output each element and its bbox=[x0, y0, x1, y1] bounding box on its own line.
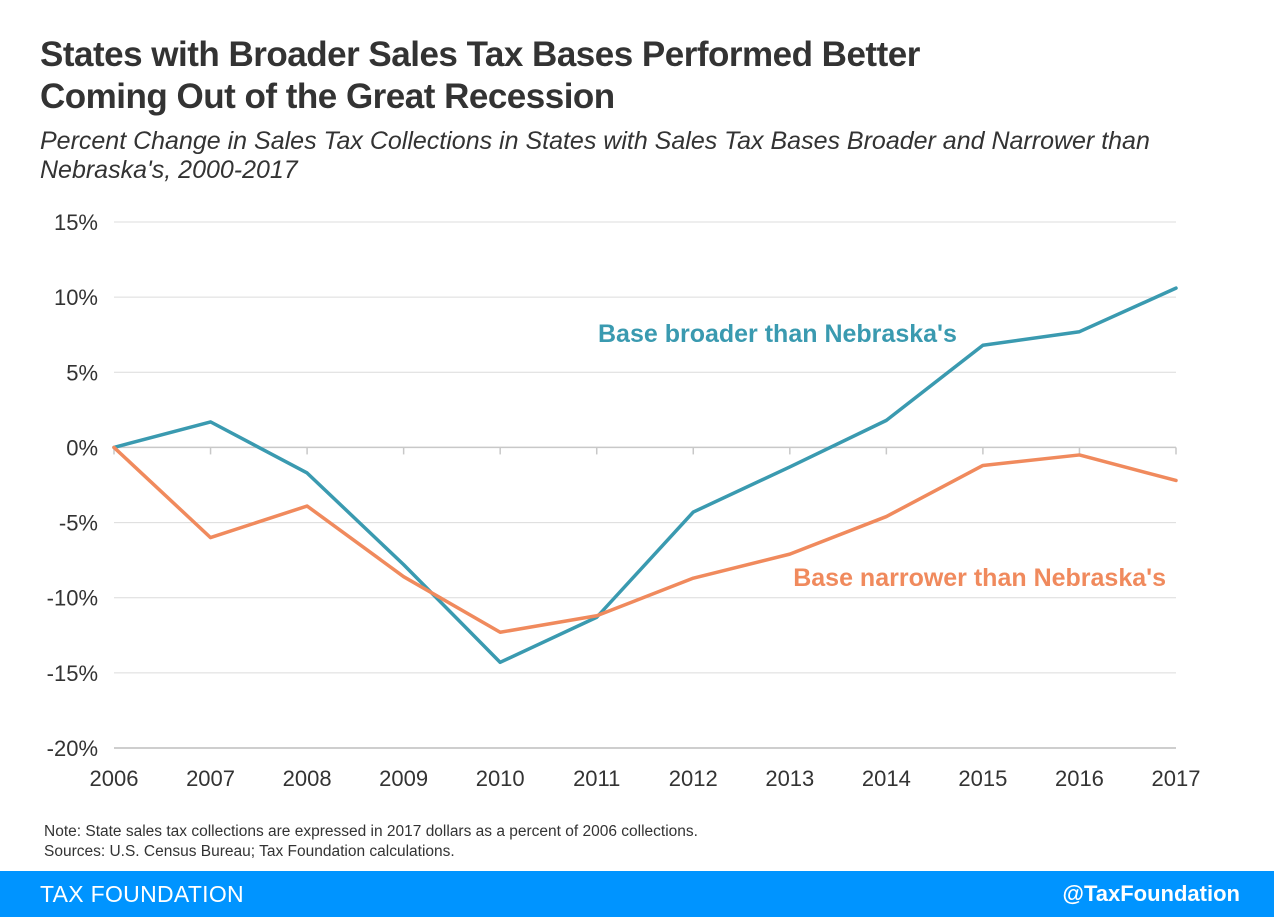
y-tick-label: -10% bbox=[47, 586, 98, 611]
footer-handle[interactable]: @TaxFoundation bbox=[1062, 881, 1240, 906]
series-line-broader bbox=[112, 286, 1178, 665]
x-tick-label: 2015 bbox=[958, 766, 1007, 791]
series-label-broader: Base broader than Nebraska's bbox=[598, 320, 957, 348]
x-tick-label: 2009 bbox=[379, 766, 428, 791]
series-labels: Base broader than Nebraska's Base narrowe… bbox=[598, 320, 1166, 592]
chart-notes: Note: State sales tax collections are ex… bbox=[44, 822, 698, 862]
y-tick-label: -5% bbox=[59, 511, 98, 536]
y-tick-label: -20% bbox=[47, 736, 98, 761]
x-tick-label: 2008 bbox=[283, 766, 332, 791]
x-tick-label: 2017 bbox=[1152, 766, 1201, 791]
x-tick-label: 2007 bbox=[186, 766, 235, 791]
chart-title: States with Broader Sales Tax Bases Perf… bbox=[40, 34, 1240, 118]
line-chart: 15% 10% 5% 0% -5% -10% -15% -20% 2006 2007 2008 200… bbox=[47, 210, 1201, 791]
y-tick-label: 0% bbox=[66, 435, 98, 460]
series-line-narrower bbox=[112, 445, 1178, 635]
series-label-narrower: Base narrower than Nebraska's bbox=[793, 564, 1166, 592]
x-tick-label: 2013 bbox=[765, 766, 814, 791]
series bbox=[112, 286, 1178, 665]
x-tick-label: 2011 bbox=[573, 766, 620, 791]
y-tick-label: 10% bbox=[54, 285, 98, 310]
chart-subtitle-line-2: Nebraska's, 2000-2017 bbox=[40, 156, 298, 184]
footer-brand: TAX FOUNDATION bbox=[40, 881, 244, 907]
x-tick-label: 2012 bbox=[669, 766, 718, 791]
y-tick-label: -15% bbox=[47, 661, 98, 686]
x-tick-label: 2014 bbox=[862, 766, 911, 791]
x-tick-label: 2016 bbox=[1055, 766, 1104, 791]
sources-text: Sources: U.S. Census Bureau; Tax Foundat… bbox=[44, 843, 455, 860]
chart-subtitle: Percent Change in Sales Tax Collections … bbox=[40, 127, 1240, 185]
chart-title-line-1: States with Broader Sales Tax Bases Perf… bbox=[40, 35, 920, 74]
footer-bar: TAX FOUNDATION @TaxFoundation bbox=[0, 871, 1274, 917]
x-tick-label: 2006 bbox=[90, 766, 139, 791]
note-text: Note: State sales tax collections are ex… bbox=[44, 823, 698, 840]
x-tick-label: 2010 bbox=[476, 766, 525, 791]
axes: 15% 10% 5% 0% -5% -10% -15% -20% 2006 2007 2008 200… bbox=[47, 210, 1201, 791]
y-tick-label: 5% bbox=[66, 360, 98, 385]
y-tick-label: 15% bbox=[54, 210, 98, 235]
chart-subtitle-line-1: Percent Change in Sales Tax Collections … bbox=[40, 127, 1150, 155]
chart-title-line-2: Coming Out of the Great Recession bbox=[40, 77, 615, 116]
